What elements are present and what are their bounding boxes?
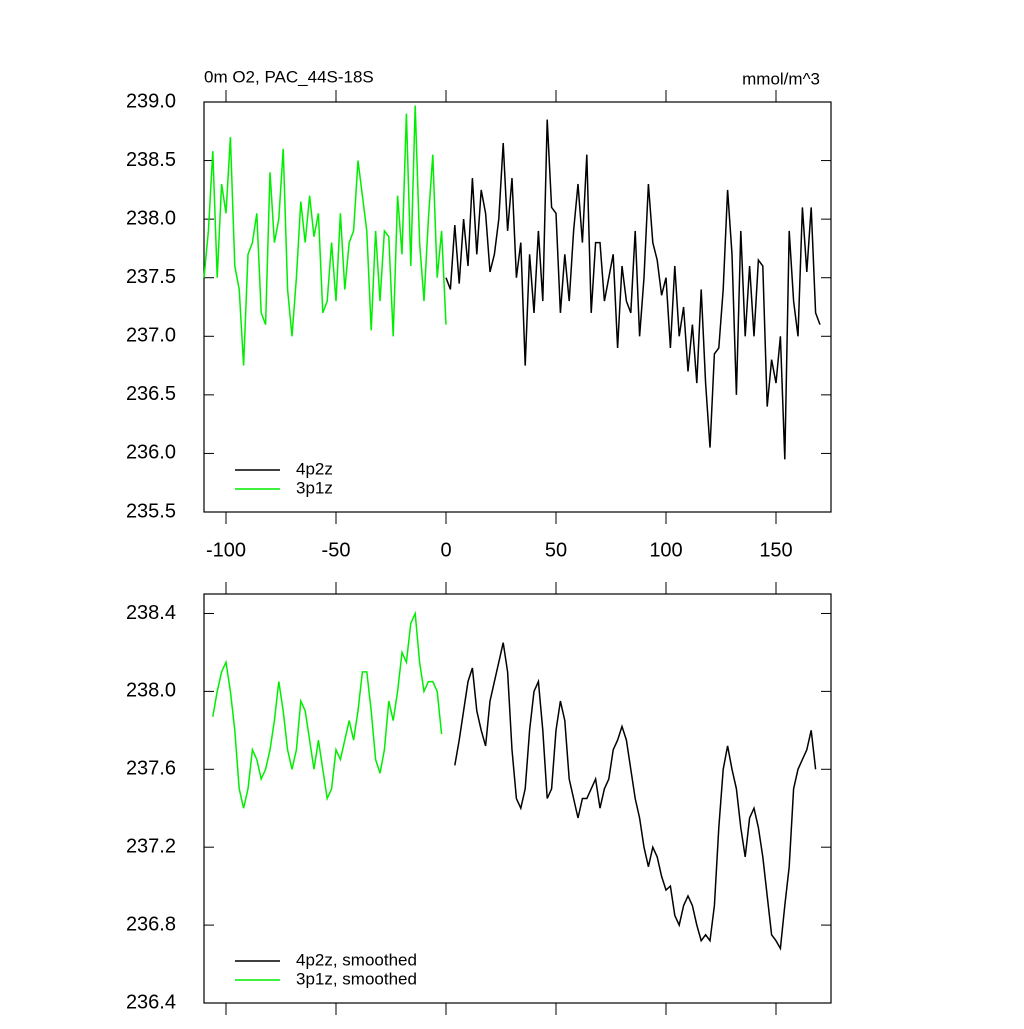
y-tick-label: 237.2 [126,835,176,857]
y-tick-label: 237.5 [126,266,176,288]
plot-frame [203,593,832,1004]
y-tick-label: 237.0 [126,325,176,347]
y-tick-label: 236.4 [126,991,176,1013]
y-tick-label: 236.5 [126,383,176,405]
series-line [445,119,821,460]
legend-label: 3p1z, smoothed [296,969,417,988]
series-line [203,105,447,366]
y-tick-label: 238.4 [126,602,176,624]
y-tick-label: 238.0 [126,680,176,702]
series-line [454,642,817,951]
series-line [212,610,443,809]
x-tick-label: 150 [759,539,792,561]
x-tick-label: -100 [206,539,246,561]
y-tick-label: 236.0 [126,442,176,464]
x-tick-label: 0 [440,539,451,561]
y-tick-label: 235.5 [126,500,176,522]
y-tick-label: 237.6 [126,758,176,780]
y-tick-label: 238.0 [126,207,176,229]
units-label: mmol/m^3 [742,69,820,88]
chart-title: 0m O2, PAC_44S-18S [204,67,374,86]
legend-label: 4p2z, smoothed [296,950,417,969]
y-tick-label: 236.8 [126,913,176,935]
y-tick-label: 239.0 [126,90,176,112]
y-tick-label: 238.5 [126,149,176,171]
legend-label: 4p2z [296,459,333,478]
x-tick-label: 50 [545,539,567,561]
x-tick-label: -50 [322,539,351,561]
legend-label: 3p1z [296,478,333,497]
x-tick-label: 100 [649,539,682,561]
plot-frame [203,101,832,513]
